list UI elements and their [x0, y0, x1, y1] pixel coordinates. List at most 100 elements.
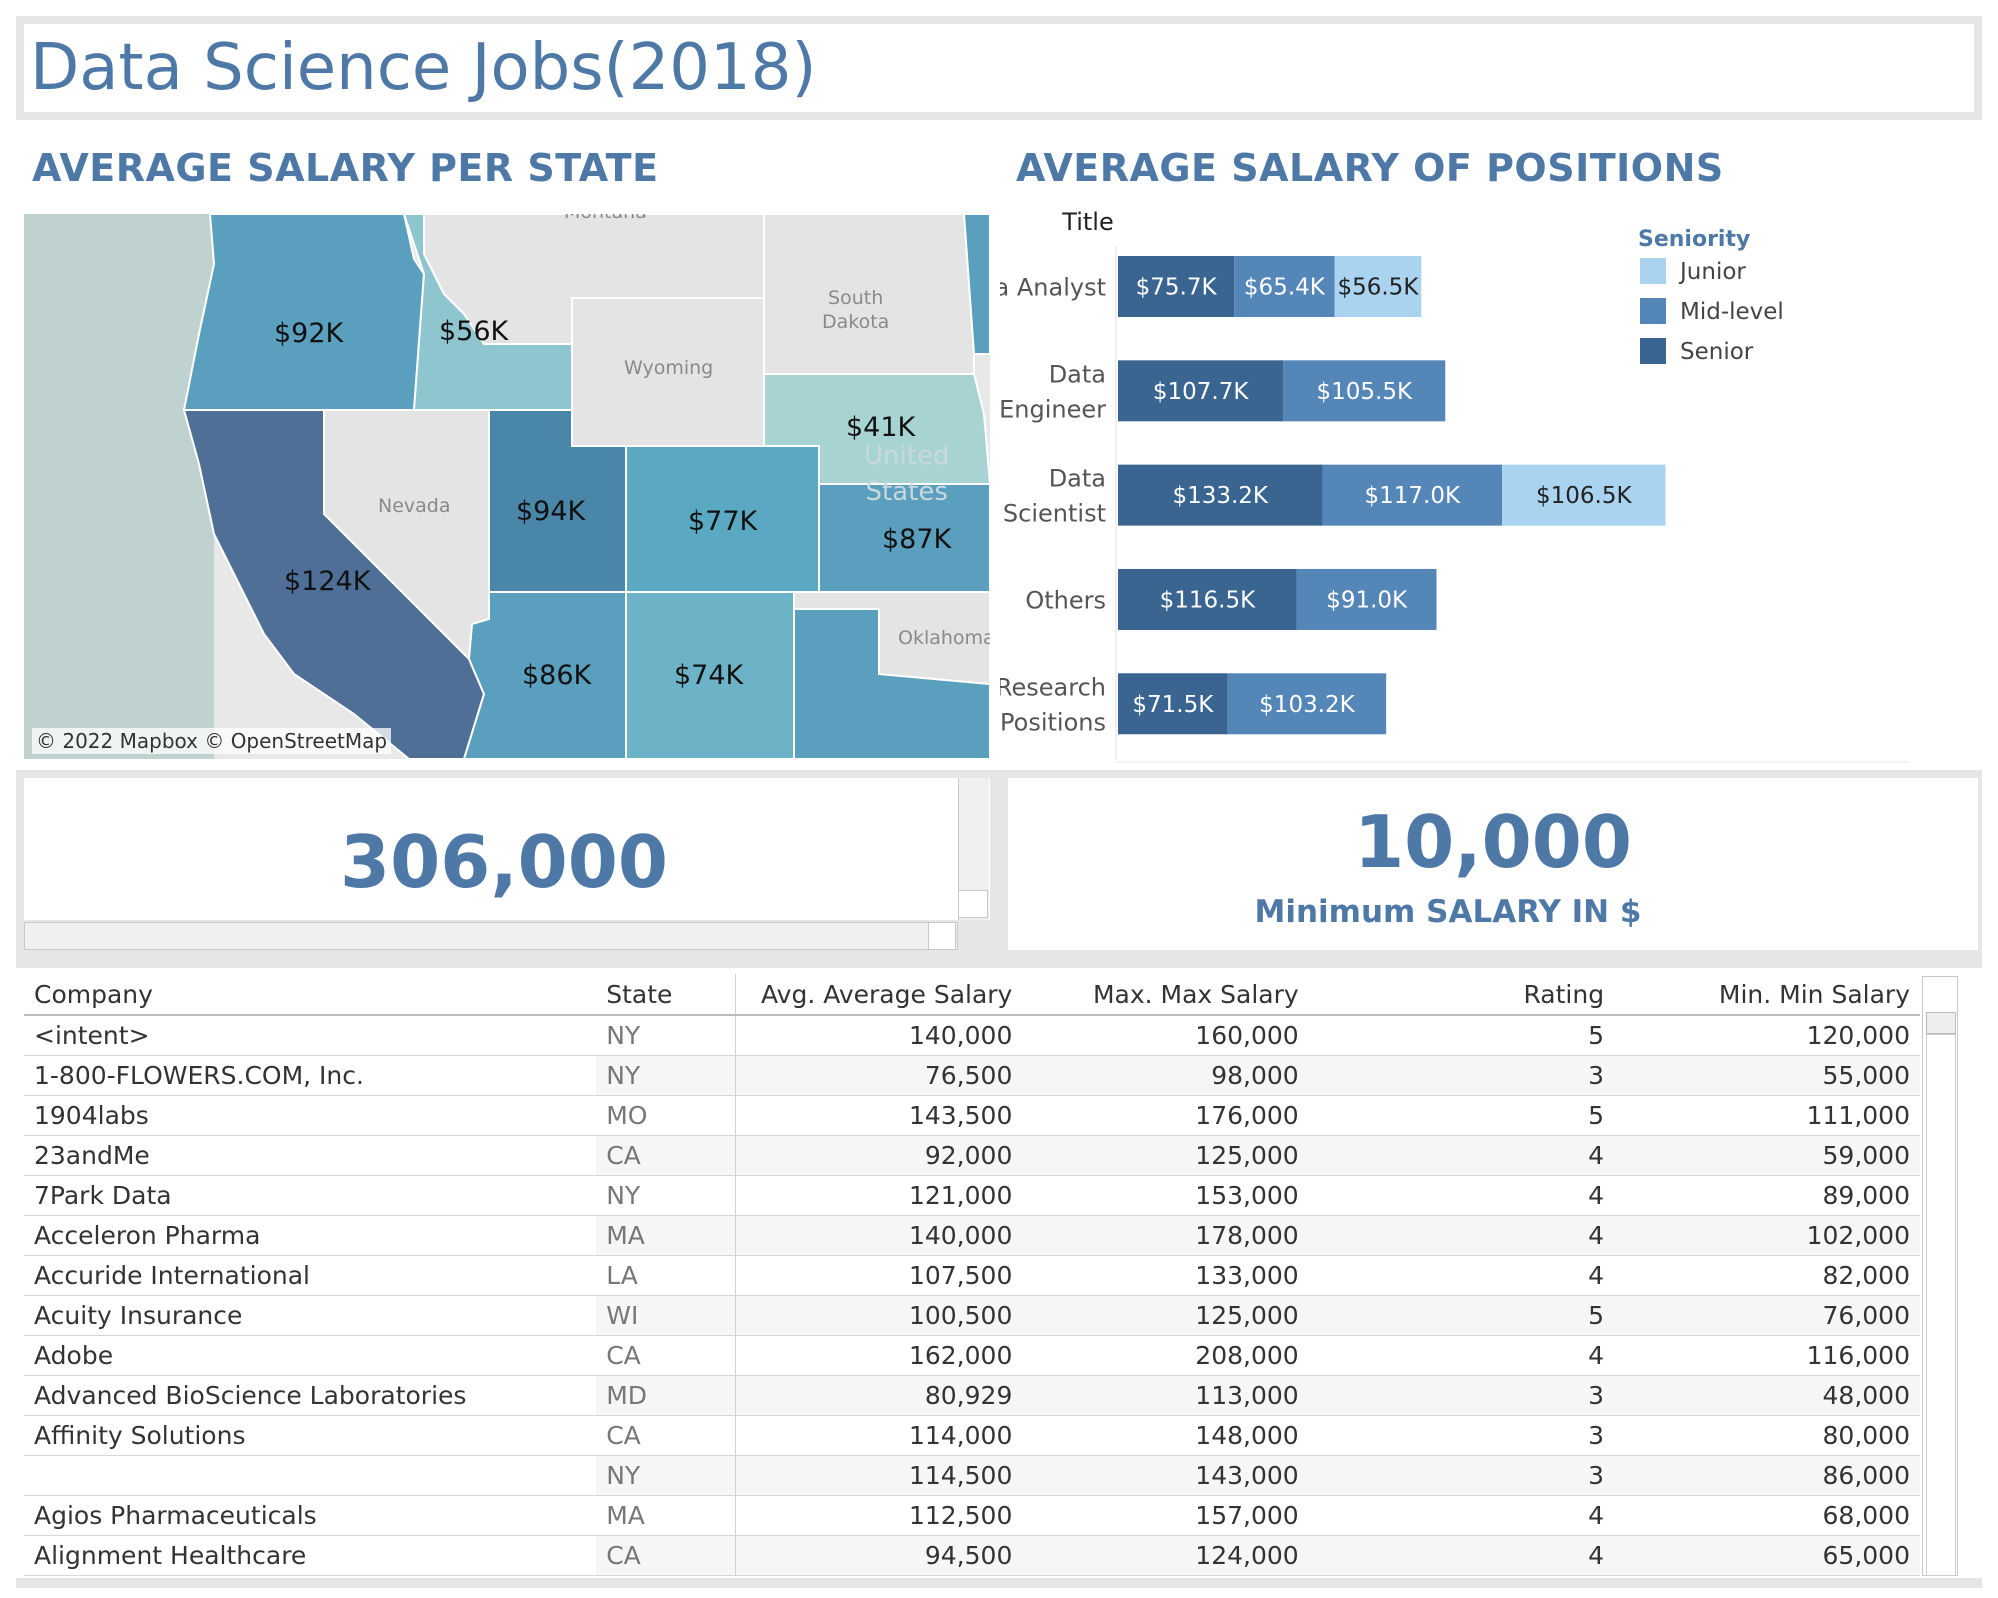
table-row[interactable]: 23andMe CA 92,000 125,000 4 59,000: [24, 1135, 1920, 1176]
table-row[interactable]: Agios Pharmaceuticals MA 112,500 157,000 4 68…: [24, 1495, 1920, 1536]
bar-data-label: $133.2K: [1172, 483, 1268, 509]
kpi-min-salary-card: [1008, 778, 1978, 950]
cell-state: MA: [596, 1215, 737, 1256]
bar-segment-mid-level[interactable]: [1322, 464, 1503, 526]
col-header-state[interactable]: State: [596, 974, 737, 1016]
table-scroll-thumb[interactable]: [1926, 1012, 1956, 1034]
cell-company: Affinity Solutions: [24, 1415, 597, 1456]
bar-data-label: $103.2K: [1259, 692, 1355, 718]
label-kansas: $87K: [882, 524, 952, 555]
bar-category-label: Positions: [1000, 708, 1106, 736]
bar-segment-senior[interactable]: [1118, 256, 1235, 317]
kpi-horizontal-scrollbar[interactable]: [24, 922, 958, 950]
col-header-avg-salary[interactable]: Avg. Average Salary: [735, 974, 1023, 1016]
bar-category-label: Others: [1025, 586, 1106, 614]
bar-segment-senior[interactable]: [1118, 464, 1323, 526]
col-header-company[interactable]: Company: [24, 974, 597, 1016]
legend-swatch-mid-level[interactable]: [1640, 298, 1666, 324]
cell-min-salary: 120,000: [1614, 1015, 1920, 1056]
bar-data-label: $117.0K: [1364, 483, 1460, 509]
cell-min-salary: 55,000: [1614, 1055, 1920, 1096]
kpi-scroll-corner[interactable]: [928, 922, 956, 950]
salary-map[interactable]: $92K $56K $41K $124K $94K $77K $87K $86K…: [24, 214, 990, 759]
table-row[interactable]: Advanced BioScience Laboratories MD 80,929…: [24, 1375, 1920, 1416]
cell-min-salary: 76,000: [1614, 1295, 1920, 1336]
cell-avg-salary: 114,000: [735, 1415, 1023, 1456]
salary-bar-chart[interactable]: Title Data Analyst $75.7K $65.4K $56.5K Data E…: [952, 200, 1980, 770]
table-row[interactable]: Alignment Healthcare CA 94,500 124,000 4 65,0…: [24, 1535, 1920, 1576]
cell-rating: 5: [1308, 1095, 1615, 1136]
cell-avg-salary: 121,000: [735, 1175, 1023, 1216]
state-oklahoma[interactable]: [793, 591, 990, 686]
table-row[interactable]: <intent> NY 140,000 160,000 5 120,000: [24, 1015, 1920, 1056]
cell-company: 1-800-FLOWERS.COM, Inc.: [24, 1055, 597, 1096]
map-section-title: AVERAGE SALARY PER STATE: [32, 146, 659, 190]
col-header-rating[interactable]: Rating: [1308, 974, 1615, 1016]
cell-state: NY: [596, 1015, 737, 1056]
cell-min-salary: 59,000: [1614, 1135, 1920, 1176]
table-row[interactable]: Acceleron Pharma MA 140,000 178,000 4 102,000: [24, 1215, 1920, 1256]
col-header-min-salary[interactable]: Min. Min Salary: [1614, 974, 1920, 1016]
state-minnesota[interactable]: [962, 214, 990, 355]
col-header-max-salary[interactable]: Max. Max Salary: [1022, 974, 1309, 1016]
legend-label-senior[interactable]: Senior: [1680, 339, 1754, 365]
cell-rating: 4: [1308, 1175, 1615, 1216]
bar-category-label: Scientist: [1003, 500, 1106, 528]
legend-label-mid-level[interactable]: Mid-level: [1680, 299, 1784, 325]
bar-axis-header: Title: [1061, 208, 1113, 236]
cell-max-salary: 208,000: [1022, 1335, 1309, 1376]
bar-segment-mid-level[interactable]: [1234, 256, 1335, 317]
bar-segment-junior[interactable]: [1502, 464, 1666, 526]
kpi-min-salary-value: 10,000: [1354, 800, 1632, 884]
label-washington-oregon: $92K: [274, 318, 344, 349]
bar-data-label: $116.5K: [1160, 587, 1256, 613]
cell-avg-salary: 114,500: [735, 1455, 1023, 1496]
table-scroll-track[interactable]: [1926, 1034, 1956, 1576]
table-row[interactable]: 1904labs MO 143,500 176,000 5 111,000: [24, 1095, 1920, 1136]
bar-data-label: $75.7K: [1136, 275, 1218, 301]
bar-segment-senior[interactable]: [1118, 360, 1284, 422]
cell-rating: 3: [1308, 1375, 1615, 1416]
cell-company: Acceleron Pharma: [24, 1215, 597, 1256]
table-row[interactable]: 1-800-FLOWERS.COM, Inc. NY 76,500 98,000 3 55…: [24, 1055, 1920, 1096]
cell-min-salary: 89,000: [1614, 1175, 1920, 1216]
cell-min-salary: 111,000: [1614, 1095, 1920, 1136]
table-row[interactable]: 7Park Data NY 121,000 153,000 4 89,000: [24, 1175, 1920, 1216]
title-box: [24, 24, 1974, 112]
cell-rating: 3: [1308, 1415, 1615, 1456]
bar-segment-senior[interactable]: [1118, 568, 1297, 630]
bar-category-label: Research: [1000, 673, 1106, 701]
table-row[interactable]: Adobe CA 162,000 208,000 4 116,000: [24, 1335, 1920, 1376]
cell-state: NY: [596, 1055, 737, 1096]
dashboard-title: Data Science Jobs(2018): [30, 31, 817, 105]
table-row[interactable]: NY 114,500 143,000 3 86,000: [24, 1455, 1920, 1496]
cell-max-salary: 143,000: [1022, 1455, 1309, 1496]
bar-data-label: $105.5K: [1317, 379, 1413, 405]
bar-segment-mid-level[interactable]: [1227, 673, 1387, 735]
bar-data-label: $71.5K: [1132, 692, 1214, 718]
map-credit[interactable]: © 2022 Mapbox © OpenStreetMap: [32, 728, 392, 754]
label-idaho: $56K: [439, 316, 509, 347]
state-idaho[interactable]: [402, 214, 573, 411]
bar-segment-mid-level[interactable]: [1296, 568, 1437, 630]
label-nebraska: $41K: [846, 412, 916, 443]
bar-segment-junior[interactable]: [1334, 256, 1422, 317]
state-oregon-washington[interactable]: [182, 214, 426, 411]
bar-segment-mid-level[interactable]: [1283, 360, 1446, 422]
table-row[interactable]: Affinity Solutions CA 114,000 148,000 3 80,00…: [24, 1415, 1920, 1456]
cell-min-salary: 86,000: [1614, 1455, 1920, 1496]
cell-avg-salary: 76,500: [735, 1055, 1023, 1096]
table-row[interactable]: Acuity Insurance WI 100,500 125,000 5 76,000: [24, 1295, 1920, 1336]
state-new-mexico[interactable]: [625, 591, 795, 759]
bar-segment-senior[interactable]: [1118, 673, 1228, 735]
cell-max-salary: 133,000: [1022, 1255, 1309, 1296]
cell-max-salary: 125,000: [1022, 1135, 1309, 1176]
legend-label-junior[interactable]: Junior: [1678, 259, 1746, 285]
table-row[interactable]: Accuride International LA 107,500 133,000 4 8…: [24, 1255, 1920, 1296]
legend-swatch-senior[interactable]: [1640, 338, 1666, 364]
kpi-count-card: [24, 778, 990, 920]
cell-max-salary: 176,000: [1022, 1095, 1309, 1136]
legend-swatch-junior[interactable]: [1640, 258, 1666, 284]
kpi-scroll-button[interactable]: [958, 890, 988, 918]
cell-company: <intent>: [24, 1015, 597, 1056]
